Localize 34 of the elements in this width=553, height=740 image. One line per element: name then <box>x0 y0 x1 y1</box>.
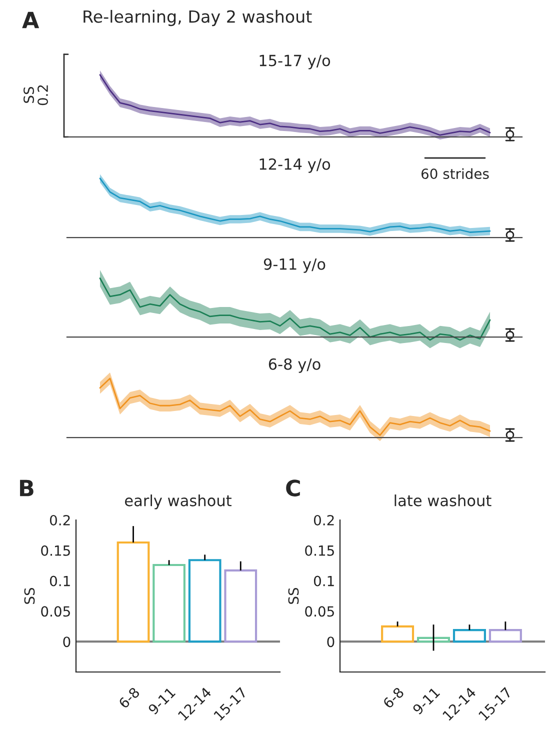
y-axis-title: SS <box>288 588 299 604</box>
y-tick-label: 0.2 <box>50 514 70 526</box>
y-tick-label: 0.05 <box>305 606 334 617</box>
bar <box>381 625 414 643</box>
y-tick-label: 0 <box>327 636 334 648</box>
y-tick-label: 0.2 <box>314 514 334 526</box>
text: SS <box>24 86 34 103</box>
text: B <box>20 480 34 496</box>
y-tick-label: 0.15 <box>41 545 70 556</box>
y-tick-label: 0 <box>63 636 70 648</box>
bar <box>488 629 522 643</box>
y-axis-title: SS <box>24 588 35 604</box>
y-tick-label: 0.1 <box>314 576 334 586</box>
bar <box>188 559 222 643</box>
text: A <box>22 12 40 28</box>
chart-title: late washout <box>394 494 492 506</box>
text: Re-learning, Day 2 washout <box>84 10 312 26</box>
text: C <box>286 480 300 496</box>
x-tick-label: 6-8 <box>382 686 404 709</box>
annotation: 60 strides <box>422 168 489 180</box>
chart-title: 6-8 y/o <box>268 358 320 373</box>
chart-title: 12-14 y/o <box>260 158 330 173</box>
bar <box>417 636 450 643</box>
bar <box>116 541 150 643</box>
bar <box>452 629 486 643</box>
bar <box>224 569 258 643</box>
chart-title: 15-17 y/o <box>260 54 330 70</box>
bar <box>152 564 186 643</box>
y-tick-label: 0.1 <box>50 576 70 586</box>
chart-title: early washout <box>124 494 232 510</box>
x-tick-label: 6-8 <box>118 686 140 709</box>
chart-title: 9-11 y/o <box>264 258 326 273</box>
y-tick-label: 0.15 <box>305 545 334 556</box>
y-tick-label: 0.05 <box>41 606 70 617</box>
